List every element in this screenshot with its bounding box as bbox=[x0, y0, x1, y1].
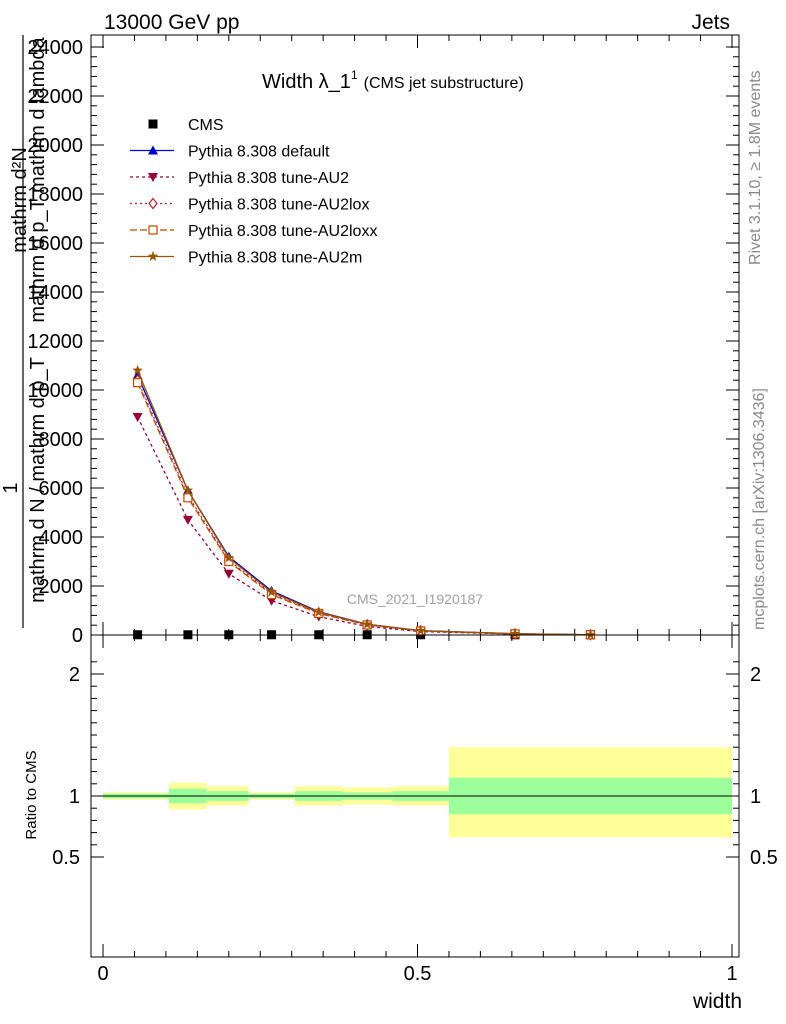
y-label-one: 1 bbox=[0, 482, 22, 493]
data-point bbox=[266, 586, 277, 597]
y-tick-label: 8000 bbox=[39, 429, 84, 451]
y-label-norm: mathrm d N / mathrm d p_T bbox=[27, 357, 49, 603]
data-point bbox=[415, 625, 426, 636]
legend-entry: Pythia 8.308 tune-AU2lox bbox=[130, 197, 369, 214]
y-tick-label: 14000 bbox=[27, 282, 83, 304]
legend-marker bbox=[148, 119, 158, 129]
ratio-y-tick-label: 0.5 bbox=[52, 847, 80, 869]
y-tick-label: 16000 bbox=[27, 233, 83, 255]
legend-label: Pythia 8.308 tune-AU2loxx bbox=[188, 223, 377, 240]
legend-entry: Pythia 8.308 tune-AU2m bbox=[130, 250, 362, 267]
legend-label: Pythia 8.308 default bbox=[188, 144, 330, 161]
ratio-y-tick-label: 2 bbox=[69, 664, 80, 686]
data-point bbox=[585, 629, 596, 640]
ratio-y-tick-label-right: 1 bbox=[750, 786, 761, 808]
chart-title-main: Width λ_1 bbox=[262, 71, 351, 93]
data-point bbox=[509, 628, 521, 639]
x-tick-label: 0 bbox=[97, 963, 108, 985]
ratio-y-label: Ratio to CMS bbox=[23, 750, 40, 839]
y-tick-label: 4000 bbox=[39, 527, 84, 549]
data-point bbox=[313, 606, 324, 617]
data-point bbox=[132, 378, 143, 388]
y-tick-label: 22000 bbox=[27, 86, 83, 108]
header-right: Jets bbox=[691, 11, 730, 34]
legend-marker bbox=[147, 251, 159, 261]
data-point bbox=[132, 364, 143, 375]
legend-label: Pythia 8.308 tune-AU2lox bbox=[188, 197, 369, 214]
legend-entry: CMS bbox=[148, 117, 224, 134]
y-label-denominator: mathrm d p_T mathrm d lambda bbox=[27, 36, 49, 322]
data-point bbox=[223, 552, 235, 563]
legend-marker bbox=[148, 225, 158, 235]
legend-marker bbox=[148, 145, 158, 155]
main-axis-ticks: 2000 4000 6000 8000 10000 12000 14000 16000 1800… bbox=[27, 35, 739, 647]
y-tick-label: 20000 bbox=[27, 135, 83, 157]
main-plot-panel: 2000 4000 6000 8000 10000 12000 14000 16000 1800… bbox=[0, 34, 740, 647]
legend-label: Pythia 8.308 tune-AU2 bbox=[188, 170, 349, 187]
chart-title-sup: 1 bbox=[351, 68, 358, 82]
ratio-y-tick-label-right: 0.5 bbox=[750, 847, 778, 869]
legend-entry: Pythia 8.308 default bbox=[130, 144, 330, 161]
legend: CMS Pythia 8.308 default Pythia 8.308 tune… bbox=[130, 117, 377, 267]
ratio-y-tick-label-right: 2 bbox=[750, 664, 761, 686]
series-line bbox=[136, 379, 591, 636]
y-tick-label: 24000 bbox=[27, 37, 83, 59]
data-point bbox=[223, 569, 234, 579]
y-tick-label: 10000 bbox=[27, 380, 83, 402]
legend-marker bbox=[148, 197, 158, 210]
ratio-y-tick-label: 1 bbox=[69, 786, 80, 808]
ratio-bands bbox=[91, 747, 739, 838]
legend-label: Pythia 8.308 tune-AU2m bbox=[188, 250, 362, 267]
x-axis-label: width bbox=[692, 990, 742, 1013]
chart-subtitle: (CMS jet substructure) bbox=[364, 75, 524, 92]
legend-marker bbox=[148, 173, 158, 182]
ratio-plot-panel: 0.5 0.5 1 1 2 2 0 0.5 1 Ratio to CMS width bbox=[23, 634, 778, 1013]
legend-label: CMS bbox=[188, 117, 224, 134]
x-tick-label: 1 bbox=[726, 963, 737, 985]
header-left: 13000 GeV pp bbox=[104, 11, 239, 34]
data-point bbox=[182, 515, 193, 525]
legend-entry: Pythia 8.308 tune-AU2loxx bbox=[130, 223, 377, 240]
y-tick-label: 18000 bbox=[27, 184, 83, 206]
ratio-axis-ticks: 0.5 0.5 1 1 2 2 0 0.5 1 bbox=[52, 635, 778, 985]
legend-entry: Pythia 8.308 tune-AU2 bbox=[130, 170, 349, 187]
side-label-rivet: Rivet 3.1.10, ≥ 1.8M events bbox=[747, 70, 764, 265]
y-label-numerator: mathrm d²N bbox=[9, 147, 31, 253]
data-point bbox=[182, 484, 194, 495]
x-tick-label: 0.5 bbox=[404, 963, 432, 985]
chart-watermark: CMS_2021_I1920187 bbox=[347, 591, 483, 607]
y-tick-label-zero: 0 bbox=[72, 625, 83, 647]
y-tick-label: 2000 bbox=[39, 576, 84, 598]
chart-title: Width λ_11 (CMS jet substructure) bbox=[262, 68, 524, 93]
y-tick-label: 6000 bbox=[39, 478, 84, 500]
side-label-mcplots: mcplots.cern.ch [arXiv:1306.3436] bbox=[751, 388, 768, 630]
data-point bbox=[361, 618, 373, 629]
y-tick-label: 12000 bbox=[27, 331, 83, 353]
data-point bbox=[132, 412, 143, 422]
series-5 bbox=[132, 364, 596, 640]
